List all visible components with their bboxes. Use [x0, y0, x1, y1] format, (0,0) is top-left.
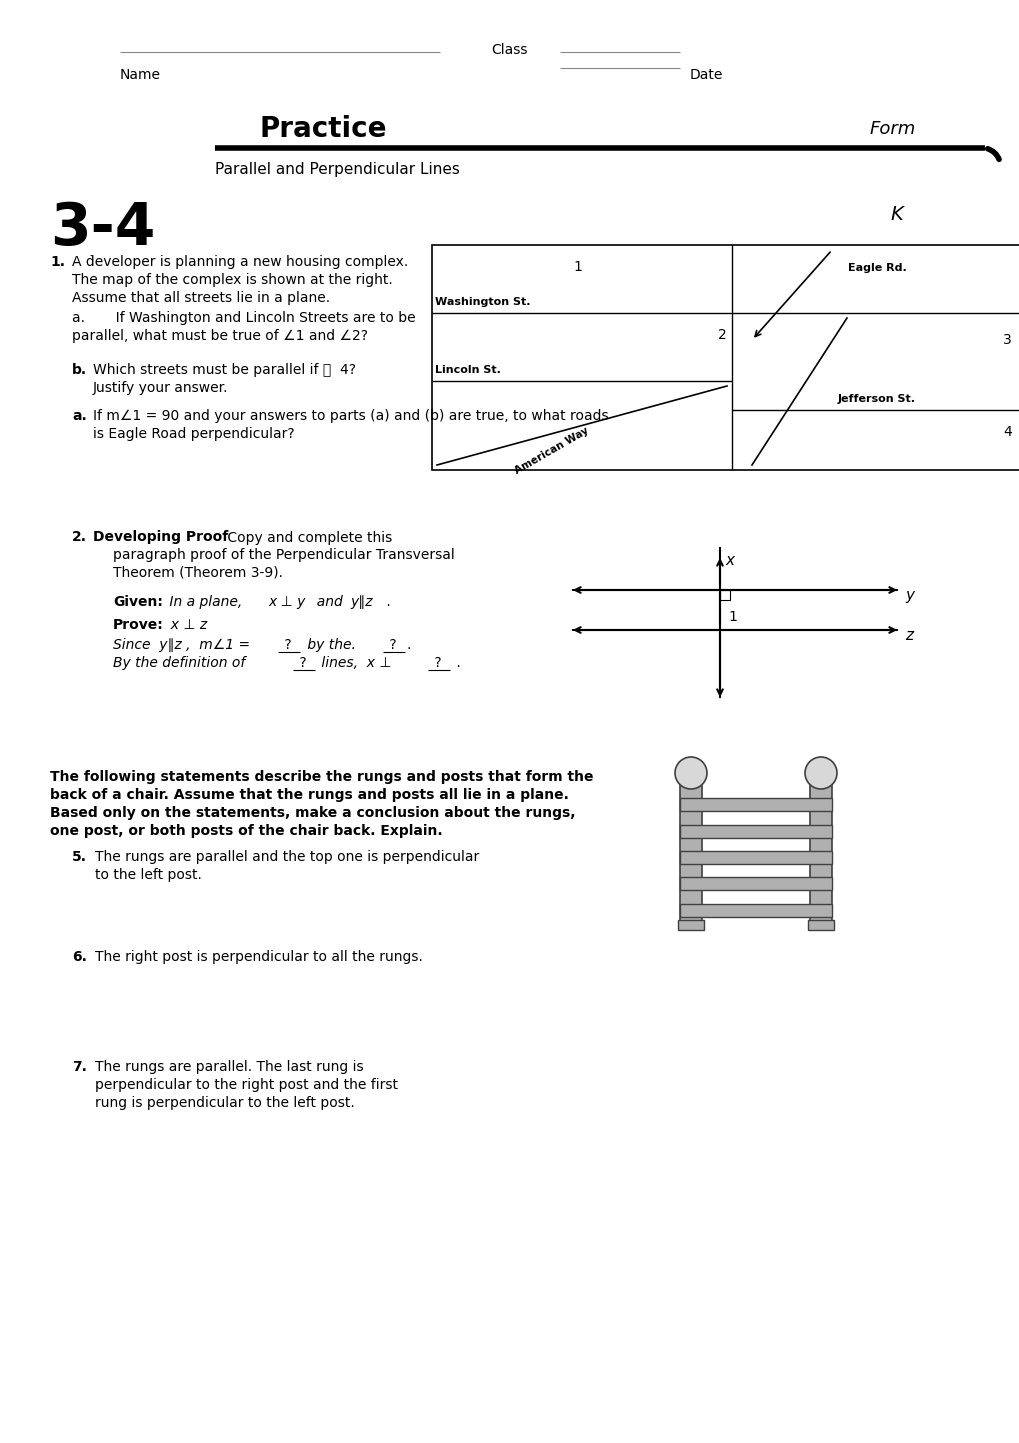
Text: z: z: [904, 628, 912, 644]
Text: 5.: 5.: [72, 850, 87, 864]
Bar: [432, 245, 1019, 470]
Text: and: and: [308, 595, 352, 609]
Text: parallel, what must be true of ∠1 and ∠2?: parallel, what must be true of ∠1 and ∠2…: [72, 329, 368, 343]
Text: rung is perpendicular to the left post.: rung is perpendicular to the left post.: [95, 1097, 355, 1110]
Text: The following statements describe the rungs and posts that form the: The following statements describe the ru…: [50, 771, 593, 784]
Text: Prove:: Prove:: [113, 618, 164, 632]
Text: Washington St.: Washington St.: [434, 297, 530, 307]
Text: 4: 4: [1003, 426, 1011, 439]
Text: by the.: by the.: [303, 638, 356, 652]
Text: The rungs are parallel and the top one is perpendicular: The rungs are parallel and the top one i…: [95, 850, 479, 864]
Text: If m∠1 = 90 and your answers to parts (a) and (b) are true, to what roads: If m∠1 = 90 and your answers to parts (a…: [93, 408, 608, 423]
Text: 1: 1: [573, 260, 582, 274]
Text: Date: Date: [689, 68, 722, 82]
Text: The right post is perpendicular to all the rungs.: The right post is perpendicular to all t…: [95, 949, 423, 964]
Circle shape: [675, 758, 706, 789]
Text: .: .: [451, 657, 461, 670]
Bar: [680, 877, 832, 890]
Bar: [680, 903, 832, 916]
Text: back of a chair. Assume that the rungs and posts all lie in a plane.: back of a chair. Assume that the rungs a…: [50, 788, 569, 802]
Text: b.: b.: [72, 364, 87, 377]
Text: Copy and complete this: Copy and complete this: [223, 531, 392, 545]
Text: a.: a.: [72, 408, 87, 423]
Text: Since  y∥z ,  m∠1 =: Since y∥z , m∠1 =: [113, 638, 255, 652]
Text: is Eagle Road perpendicular?: is Eagle Road perpendicular?: [93, 427, 294, 442]
Bar: [680, 824, 832, 838]
Text: a.       If Washington and Lincoln Streets are to be: a. If Washington and Lincoln Streets are…: [72, 312, 415, 325]
Text: ?: ?: [280, 638, 291, 652]
Text: 1.: 1.: [50, 255, 65, 268]
Text: .: .: [382, 595, 390, 609]
Text: perpendicular to the right post and the first: perpendicular to the right post and the …: [95, 1078, 397, 1092]
Bar: [680, 798, 832, 811]
Text: ?: ?: [384, 638, 396, 652]
Circle shape: [804, 758, 837, 789]
Text: to the left post.: to the left post.: [95, 869, 202, 882]
Text: By the definition of: By the definition of: [113, 657, 250, 670]
Text: K: K: [890, 205, 902, 224]
Text: Developing Proof: Developing Proof: [93, 530, 228, 544]
Text: Justify your answer.: Justify your answer.: [93, 381, 228, 395]
Text: 1: 1: [728, 610, 736, 623]
Text: Which streets must be parallel if 中  4?: Which streets must be parallel if 中 4?: [93, 364, 356, 377]
Text: Given:: Given:: [113, 595, 163, 609]
Text: Name: Name: [120, 68, 161, 82]
Bar: [807, 921, 834, 929]
Bar: [719, 590, 730, 600]
Text: In a plane,: In a plane,: [165, 595, 251, 609]
Text: American Way: American Way: [513, 426, 590, 476]
Text: 7.: 7.: [72, 1061, 87, 1074]
Text: 2.: 2.: [72, 530, 87, 544]
Text: The map of the complex is shown at the right.: The map of the complex is shown at the r…: [72, 273, 392, 287]
Text: lines,  x ⊥: lines, x ⊥: [317, 657, 395, 670]
Text: Based only on the statements, make a conclusion about the rungs,: Based only on the statements, make a con…: [50, 807, 575, 820]
Bar: [678, 921, 703, 929]
Text: 2: 2: [717, 328, 727, 342]
Text: .: .: [407, 638, 411, 652]
Text: The rungs are parallel. The last rung is: The rungs are parallel. The last rung is: [95, 1061, 363, 1074]
Text: Parallel and Perpendicular Lines: Parallel and Perpendicular Lines: [215, 162, 460, 177]
Text: Lincoln St.: Lincoln St.: [434, 365, 500, 375]
Text: 6.: 6.: [72, 949, 87, 964]
Text: Eagle Rd.: Eagle Rd.: [847, 263, 906, 273]
Text: Class: Class: [491, 43, 528, 58]
Text: one post, or both posts of the chair back. Explain.: one post, or both posts of the chair bac…: [50, 824, 442, 838]
Text: y: y: [904, 587, 913, 603]
Text: x: x: [725, 553, 734, 569]
Text: Assume that all streets lie in a plane.: Assume that all streets lie in a plane.: [72, 291, 330, 304]
Text: x ⊥ z: x ⊥ z: [162, 618, 207, 632]
Bar: [809, 785, 832, 929]
Text: paragraph proof of the Perpendicular Transversal: paragraph proof of the Perpendicular Tra…: [113, 548, 454, 561]
Text: A ḋeveloper is planning a new housing complex.: A ḋeveloper is planning a new housing c…: [72, 255, 408, 268]
Text: Form: Form: [869, 120, 915, 139]
Text: Jefferson St.: Jefferson St.: [838, 394, 915, 404]
Text: 3-4: 3-4: [50, 201, 155, 257]
Text: ?: ?: [294, 657, 307, 670]
Text: 3: 3: [1003, 333, 1011, 346]
Text: Theorem (Theorem 3-9).: Theorem (Theorem 3-9).: [113, 566, 282, 580]
Bar: [680, 785, 701, 929]
Bar: [680, 851, 832, 864]
Text: y∥z: y∥z: [350, 595, 372, 609]
Text: x ⊥ y: x ⊥ y: [268, 595, 305, 609]
Text: Practice: Practice: [260, 115, 387, 143]
Text: ?: ?: [430, 657, 441, 670]
